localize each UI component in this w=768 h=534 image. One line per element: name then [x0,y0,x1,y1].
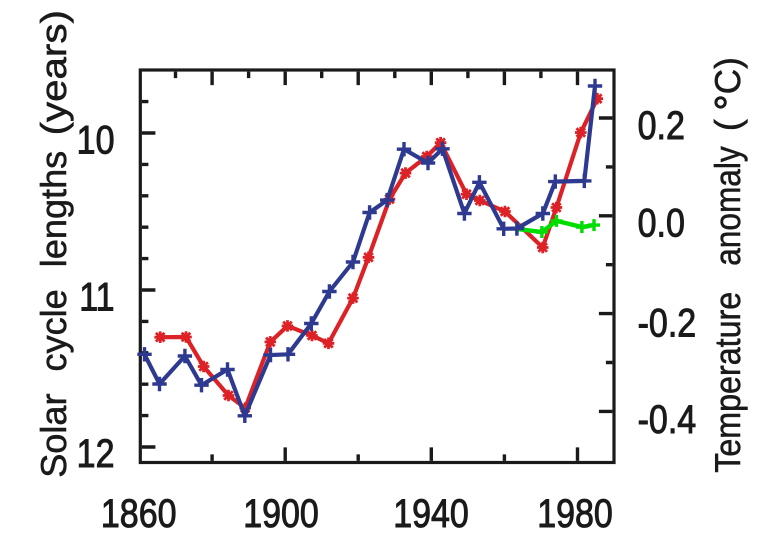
svg-text:0.0: 0.0 [638,201,685,245]
svg-text:Solar cycle lengths: Solar cycle lengths [33,151,74,478]
svg-text:1900: 1900 [243,492,319,534]
svg-text:-0.4: -0.4 [638,398,697,442]
svg-text:(: ( [707,119,748,131]
svg-text:(years): (years) [33,10,74,135]
svg-text:-0.2: -0.2 [638,301,697,345]
svg-text:1860: 1860 [101,492,177,534]
svg-text:C): C) [707,57,748,94]
svg-text:Temperature: Temperature [707,292,748,473]
svg-text:12: 12 [77,432,115,476]
svg-text:11: 11 [79,275,114,319]
svg-text:1980: 1980 [537,492,613,534]
svg-text:10: 10 [77,118,115,162]
svg-text:0.2: 0.2 [638,104,685,148]
svg-text:1940: 1940 [393,492,469,534]
svg-text:anomaly: anomaly [707,146,748,266]
